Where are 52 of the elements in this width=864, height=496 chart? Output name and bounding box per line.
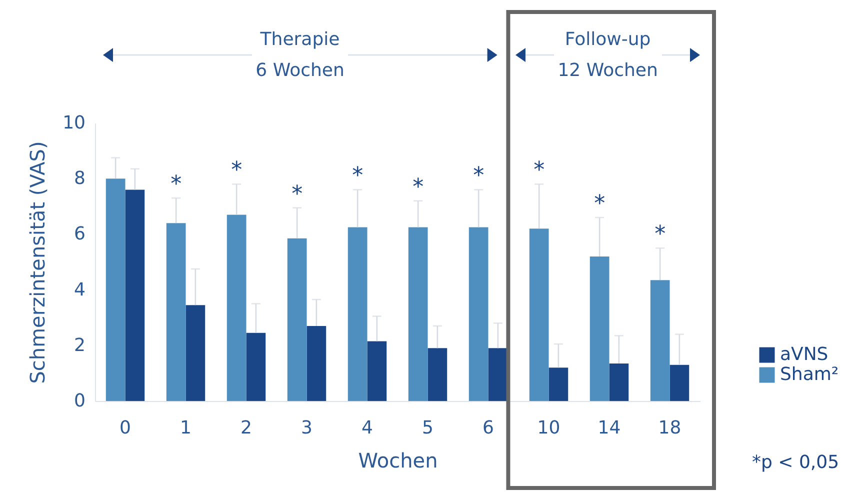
bar xyxy=(590,256,610,401)
bar xyxy=(348,227,368,401)
annotation: * xyxy=(170,172,182,198)
x-axis-title: Wochen xyxy=(358,448,438,472)
annotation: * xyxy=(594,192,606,217)
bar xyxy=(226,214,246,401)
y-tick-label: 10 xyxy=(62,112,86,134)
y-tick-label: 2 xyxy=(74,334,86,356)
text: Therapie 6 Wochen xyxy=(252,24,348,86)
bar xyxy=(287,238,307,401)
bar xyxy=(488,348,508,401)
y-axis-title: Schmerzintensität (VAS) xyxy=(26,141,50,384)
bar xyxy=(428,348,448,401)
legend-label: aVNS xyxy=(780,344,828,365)
bar xyxy=(306,326,326,401)
bar xyxy=(125,190,145,401)
bar xyxy=(367,341,387,401)
legend-label: Sham² xyxy=(780,364,839,385)
annotation: * xyxy=(352,164,364,189)
annotation: * xyxy=(654,222,666,248)
bar xyxy=(609,363,629,401)
bar xyxy=(670,364,690,401)
y-tick-label: 6 xyxy=(74,224,86,245)
bar xyxy=(408,227,428,401)
x-tick-label: 2 xyxy=(240,418,252,438)
x-tick-label: 5 xyxy=(422,418,434,438)
x-tick-label: 10 xyxy=(537,418,560,438)
bar xyxy=(246,332,266,401)
annotation: * xyxy=(534,158,545,184)
x-tick-label: 14 xyxy=(598,418,621,438)
x-tick-label: 1 xyxy=(180,418,192,438)
bar xyxy=(186,305,206,401)
x-tick-label: 18 xyxy=(658,418,682,438)
y-tick-label: 0 xyxy=(74,390,86,412)
y-tick-label: 4 xyxy=(74,279,86,300)
bar xyxy=(529,228,549,401)
x-tick-label: 3 xyxy=(301,418,312,438)
text: Follow-up 12 Wochen xyxy=(554,24,662,86)
text: *p < 0,05 xyxy=(752,452,840,473)
bar xyxy=(106,178,126,401)
annotation: * xyxy=(231,158,242,184)
x-tick-label: 0 xyxy=(120,418,131,438)
bar xyxy=(468,227,488,401)
bar xyxy=(650,280,670,401)
annotation: * xyxy=(292,182,303,207)
annotation: * xyxy=(473,164,484,189)
bar xyxy=(548,368,568,401)
x-tick-label: 4 xyxy=(362,418,373,438)
x-tick-label: 6 xyxy=(482,418,494,438)
y-tick-label: 8 xyxy=(74,168,86,190)
bar xyxy=(166,223,186,401)
annotation: * xyxy=(412,174,424,200)
